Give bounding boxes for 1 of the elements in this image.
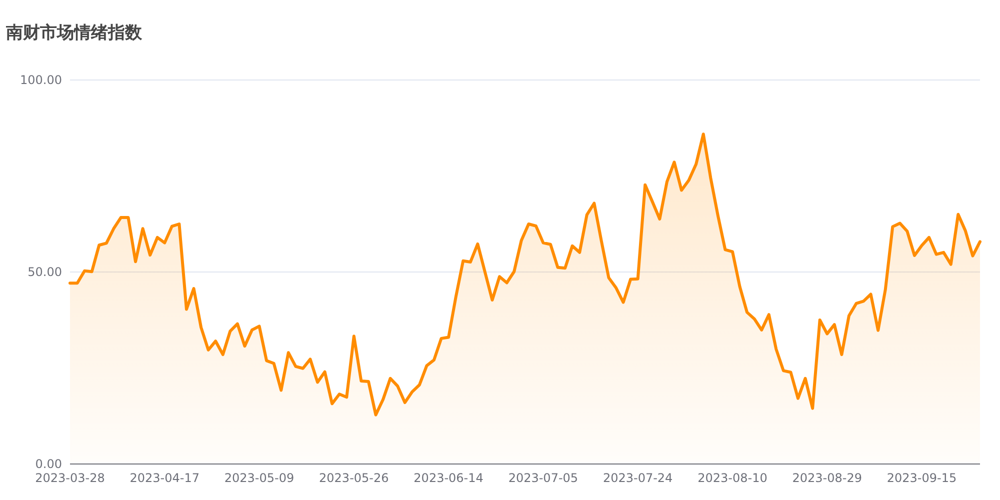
title: 南财市场情绪指数	[6, 23, 142, 43]
